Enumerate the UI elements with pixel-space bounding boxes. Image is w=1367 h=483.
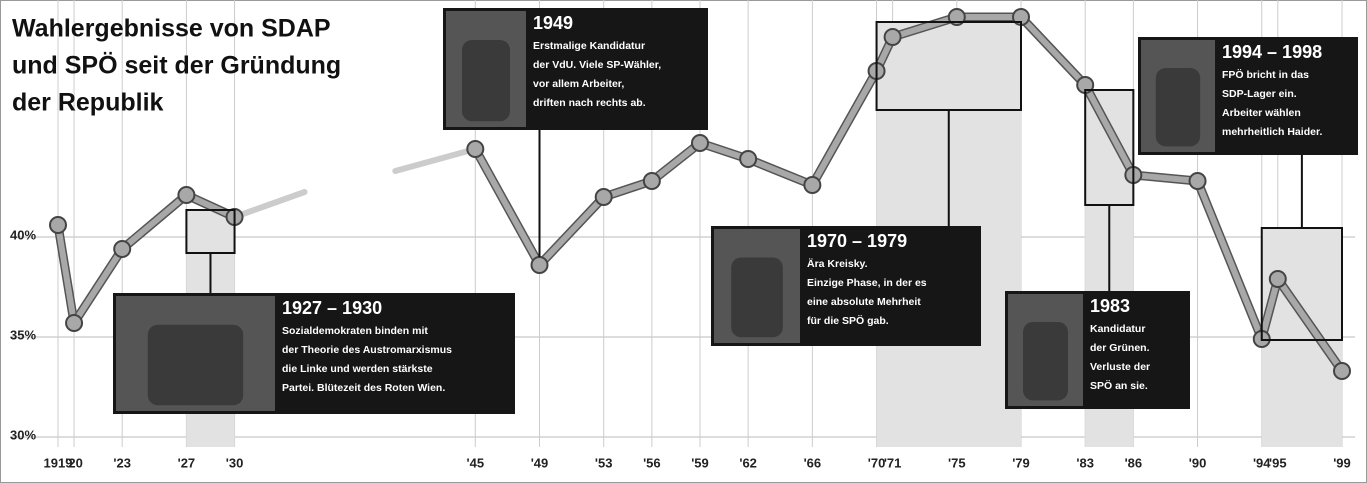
- annotation-photo-shade: [148, 325, 243, 406]
- data-point: [1190, 173, 1206, 189]
- x-tick-label: '56: [643, 455, 661, 470]
- x-tick-label: '99: [1333, 455, 1351, 470]
- x-tick-label: '95: [1269, 455, 1287, 470]
- x-tick-label: '90: [1189, 455, 1207, 470]
- x-tick-label: '71: [884, 455, 902, 470]
- chart-title: der Republik: [12, 89, 164, 117]
- annotation-text: eine absolute Mehrheit: [807, 296, 921, 308]
- annotation-text: der Grünen.: [1090, 342, 1150, 354]
- x-tick-label: '75: [948, 455, 966, 470]
- chart-title: Wahlergebnisse von SDAP: [12, 15, 331, 43]
- annotation-text: für die SPÖ gab.: [807, 314, 889, 327]
- annotation-text: die Linke und werden stärkste: [282, 363, 433, 375]
- annotation-photo-shade: [731, 258, 783, 338]
- data-point: [178, 187, 194, 203]
- annotation-text: der VdU. Viele SP-Wähler,: [533, 59, 661, 71]
- x-tick-label: '23: [113, 455, 131, 470]
- data-point: [596, 189, 612, 205]
- x-tick-label: '20: [65, 455, 83, 470]
- annotation-photo-shade: [1023, 322, 1068, 400]
- data-point: [740, 151, 756, 167]
- y-tick-label: 40%: [10, 227, 36, 242]
- x-tick-label: '79: [1012, 455, 1030, 470]
- annotation-text: Arbeiter wählen: [1222, 107, 1301, 119]
- annotation-text: Kandidatur: [1090, 323, 1145, 335]
- data-point: [885, 29, 901, 45]
- annotation-text: SDP-Lager ein.: [1222, 88, 1297, 100]
- data-point: [804, 177, 820, 193]
- data-point: [644, 173, 660, 189]
- x-tick-label: '83: [1076, 455, 1094, 470]
- annotation-text: FPÖ bricht in das: [1222, 68, 1309, 81]
- x-tick-label: '30: [226, 455, 244, 470]
- y-tick-label: 30%: [10, 427, 36, 442]
- x-tick-label: '49: [531, 455, 549, 470]
- y-tick-label: 35%: [10, 327, 36, 342]
- annotation-title: 1949: [533, 13, 573, 33]
- annotation-title: 1970 – 1979: [807, 231, 907, 251]
- annotation-photo-shade: [1156, 68, 1200, 146]
- annotation-text: driften nach rechts ab.: [533, 97, 646, 109]
- x-tick-label: '45: [467, 455, 485, 470]
- annotation-text: Ära Kreisky.: [807, 257, 868, 270]
- x-tick-label: '59: [691, 455, 709, 470]
- annotation-text: Erstmalige Kandidatur: [533, 40, 645, 52]
- x-tick-label: '62: [739, 455, 757, 470]
- data-point: [467, 141, 483, 157]
- x-tick-label: '66: [804, 455, 822, 470]
- era-shading: [1262, 228, 1342, 447]
- chart-title: und SPÖ seit der Gründung: [12, 51, 341, 80]
- annotation-text: vor allem Arbeiter,: [533, 78, 624, 90]
- data-point: [532, 257, 548, 273]
- chart: 30%35%40%1919'20'23'27'30'45'49'53'56'59…: [0, 0, 1367, 483]
- annotation-text: mehrheitlich Haider.: [1222, 126, 1322, 138]
- annotation-title: 1994 – 1998: [1222, 42, 1322, 62]
- x-tick-label: '70: [868, 455, 886, 470]
- annotation-text: Verluste der: [1090, 361, 1150, 373]
- annotation-title: 1927 – 1930: [282, 298, 382, 318]
- annotation-text: der Theorie des Austromarxismus: [282, 344, 452, 356]
- data-point: [1334, 363, 1350, 379]
- annotation-photo-shade: [462, 40, 510, 121]
- x-tick-label: '86: [1125, 455, 1143, 470]
- data-point: [1270, 271, 1286, 287]
- annotation-text: SPÖ an sie.: [1090, 379, 1148, 392]
- annotation-text: Sozialdemokraten binden mit: [282, 325, 428, 337]
- annotation-text: Partei. Blütezeit des Roten Wien.: [282, 382, 445, 394]
- data-point: [50, 217, 66, 233]
- data-point: [114, 241, 130, 257]
- x-tick-label: '53: [595, 455, 613, 470]
- annotation-text: Einzige Phase, in der es: [807, 277, 927, 289]
- x-tick-label: '27: [178, 455, 196, 470]
- data-point: [692, 135, 708, 151]
- annotation-title: 1983: [1090, 296, 1130, 316]
- data-point: [66, 315, 82, 331]
